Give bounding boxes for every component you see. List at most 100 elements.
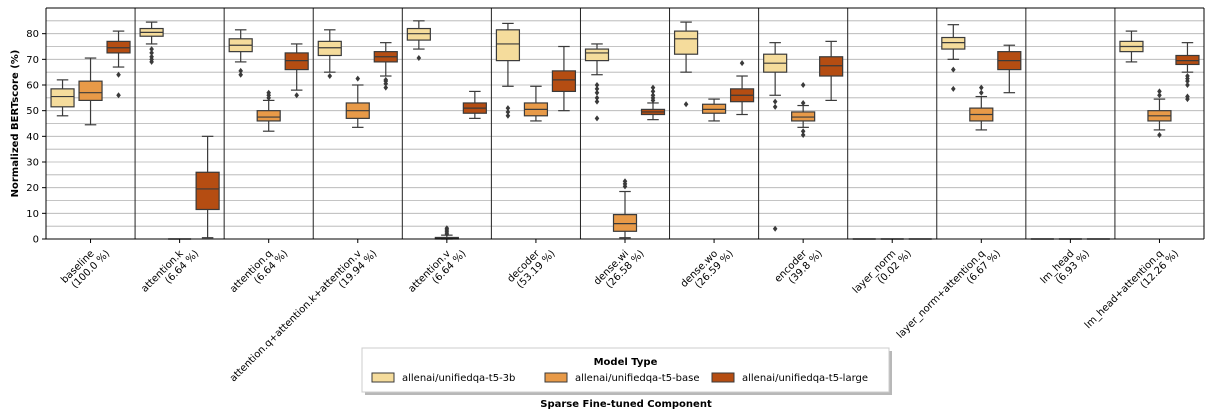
- box-2-2: [284, 43, 309, 99]
- box-1-5: [523, 85, 549, 122]
- legend-item: allenai/unifiedqa-t5-base: [544, 372, 700, 384]
- outlier-point: [149, 49, 154, 56]
- box-1-2: [256, 89, 281, 132]
- outlier-point: [238, 71, 243, 78]
- box-iqr: [495, 29, 521, 62]
- box-0-2: [228, 29, 253, 78]
- x-tick-label: dense.wo(26.59 %): [679, 241, 736, 298]
- box-1-4: [434, 225, 459, 240]
- legend-label: allenai/unifiedqa-t5-large: [742, 373, 868, 384]
- y-tick-label: 50: [26, 106, 39, 117]
- box-iqr: [106, 40, 131, 54]
- outlier-point: [238, 67, 243, 74]
- box-0-10: [941, 24, 966, 92]
- outlier-point: [594, 85, 600, 92]
- box-0-12: [1119, 30, 1144, 63]
- category-separators: [134, 8, 1116, 239]
- box-iqr: [406, 27, 431, 41]
- box-2-7: [729, 60, 755, 116]
- box-iqr: [284, 52, 309, 71]
- box-iqr: [612, 214, 638, 232]
- y-tick-label: 40: [26, 132, 39, 143]
- outlier-point: [951, 66, 956, 73]
- x-tick-label-name: layer_norm+attention.q: [895, 248, 987, 340]
- outlier-point: [1185, 73, 1190, 80]
- outlier-point: [149, 53, 154, 60]
- box-0-8: [763, 42, 788, 232]
- outlier-point: [594, 89, 600, 96]
- y-tick-label: 0: [33, 235, 39, 246]
- box-iqr: [317, 40, 342, 57]
- box-0-7: [673, 21, 699, 108]
- x-tick-label: decoder(53.19 %): [505, 241, 557, 293]
- box-2-0: [106, 30, 131, 99]
- box-2-3: [373, 42, 398, 91]
- legend-label: allenai/unifiedqa-t5-3b: [402, 373, 515, 384]
- x-axis-label: Sparse Fine-tuned Component: [540, 399, 712, 410]
- outlier-point: [800, 82, 806, 88]
- outlier-point: [1185, 82, 1190, 88]
- x-tick-label: attention.q(6.64 %): [228, 240, 290, 302]
- outlier-point: [505, 105, 511, 112]
- legend-item: allenai/unifiedqa-t5-3b: [371, 372, 515, 384]
- x-tick-label: layer_norm(0.02 %): [851, 240, 914, 303]
- outlier-point: [505, 112, 511, 119]
- box-0-3: [317, 29, 342, 80]
- x-tick-label: baseline(100.0 %): [59, 241, 112, 294]
- box-iqr: [584, 48, 610, 62]
- box-1-6: [612, 178, 638, 239]
- outlier-point: [772, 103, 778, 110]
- outlier-point: [1185, 93, 1190, 100]
- box-2-1: [195, 135, 220, 239]
- outlier-point: [149, 46, 154, 53]
- box-2-6: [640, 84, 666, 121]
- box-1-10: [969, 84, 994, 131]
- outlier-point: [650, 88, 656, 95]
- box-iqr: [941, 36, 966, 50]
- outlier-point: [979, 84, 984, 91]
- outlier-point: [979, 89, 984, 96]
- outlier-point: [383, 76, 389, 83]
- outlier-point: [327, 73, 333, 80]
- legend-title: Model Type: [594, 357, 658, 368]
- outlier-point: [739, 60, 745, 67]
- x-tick-label: lm_head(6.93 %): [1039, 240, 1092, 293]
- y-tick-label: 30: [26, 158, 39, 169]
- outlier-point: [800, 132, 806, 139]
- box-1-0: [78, 57, 103, 126]
- box-2-4: [462, 90, 487, 119]
- outlier-point: [594, 82, 600, 88]
- box-iqr: [819, 56, 844, 77]
- box-iqr: [50, 88, 75, 108]
- box-iqr: [551, 70, 577, 93]
- legend-swatch: [371, 372, 395, 383]
- box-0-6: [584, 43, 610, 122]
- box-iqr: [791, 111, 816, 122]
- outlier-point: [683, 101, 689, 108]
- outlier-point: [355, 75, 361, 82]
- box-0-4: [406, 20, 431, 62]
- y-tick-label: 60: [26, 81, 39, 92]
- outlier-point: [594, 94, 600, 101]
- box-iqr: [701, 103, 727, 114]
- box-iqr: [195, 171, 220, 211]
- outlier-point: [800, 99, 806, 106]
- box-2-12: [1175, 42, 1200, 103]
- outlier-point: [650, 84, 656, 91]
- outlier-point: [116, 92, 121, 99]
- x-tick-label: attention.v(6.64 %): [406, 240, 468, 302]
- x-tick-label: dense.wi(26.58 %): [592, 241, 647, 296]
- outlier-point: [444, 225, 450, 232]
- outlier-point: [1157, 92, 1162, 99]
- outlier-point: [772, 225, 778, 232]
- outlier-point: [294, 92, 299, 99]
- box-2-5: [551, 45, 577, 112]
- x-tick-label: lm_head+attention.q(12.26 %): [1083, 241, 1181, 339]
- outlier-point: [505, 108, 511, 115]
- outlier-point: [951, 85, 956, 92]
- outlier-point: [416, 55, 422, 62]
- y-axis-label: Normalized BERTscore (%): [10, 50, 21, 198]
- x-tick-label: attention.k(6.64 %): [139, 240, 201, 302]
- box-1-8: [791, 82, 816, 139]
